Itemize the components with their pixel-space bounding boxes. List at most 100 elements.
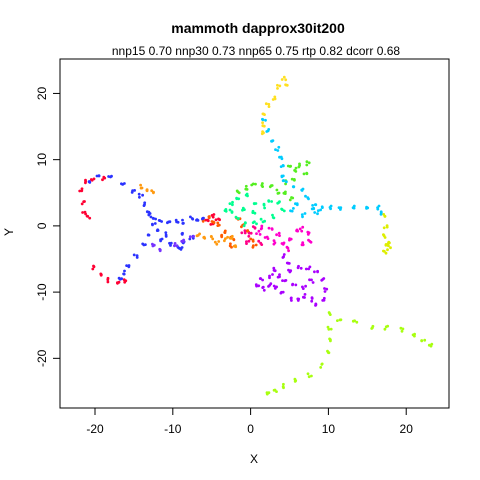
data-point xyxy=(231,211,234,214)
data-point xyxy=(307,268,310,271)
data-point xyxy=(91,179,94,182)
data-point xyxy=(255,244,258,247)
x-axis-title: X xyxy=(250,452,258,466)
data-point xyxy=(81,187,84,190)
data-point xyxy=(284,78,287,81)
data-point xyxy=(260,225,263,228)
data-point xyxy=(386,226,389,229)
data-point xyxy=(229,209,232,212)
x-tick-label: -20 xyxy=(86,422,104,436)
y-tick-label: -10 xyxy=(35,283,49,301)
data-point xyxy=(336,319,339,322)
data-point xyxy=(141,187,144,190)
data-point xyxy=(150,189,153,192)
data-point xyxy=(131,189,134,192)
data-point xyxy=(301,213,304,216)
data-point xyxy=(287,249,290,252)
y-tick-label: 20 xyxy=(35,86,49,100)
data-point xyxy=(247,235,250,238)
data-point xyxy=(245,185,248,188)
data-point xyxy=(91,268,94,271)
data-point xyxy=(305,268,308,271)
x-axis: -20 -10 0 10 20 xyxy=(86,408,413,436)
data-point xyxy=(100,273,103,276)
data-point xyxy=(250,232,253,235)
data-point xyxy=(266,236,269,239)
data-point xyxy=(303,173,306,176)
data-point xyxy=(268,276,271,279)
data-point xyxy=(240,225,243,228)
data-point xyxy=(82,200,85,203)
data-point xyxy=(293,179,296,182)
data-point xyxy=(382,250,385,253)
data-point xyxy=(189,216,192,219)
data-point xyxy=(262,118,265,121)
data-point xyxy=(153,244,156,247)
data-point xyxy=(147,234,150,237)
data-point xyxy=(244,222,247,225)
data-point xyxy=(301,241,304,244)
data-point xyxy=(273,389,276,392)
data-point xyxy=(319,209,322,212)
y-tick-label: 0 xyxy=(35,222,49,229)
data-point xyxy=(260,218,263,221)
data-point xyxy=(304,293,307,296)
data-point xyxy=(321,206,324,209)
series-5 xyxy=(266,311,434,395)
data-point xyxy=(206,219,209,222)
data-point xyxy=(276,87,279,90)
chart-subtitle: nnp15 0.70 nnp30 0.73 nnp65 0.75 rtp 0.8… xyxy=(112,44,401,58)
data-point xyxy=(259,277,262,280)
data-point xyxy=(266,393,269,396)
data-point xyxy=(308,240,311,243)
data-point xyxy=(262,113,265,116)
data-point xyxy=(314,303,317,306)
data-point xyxy=(175,221,178,224)
data-point xyxy=(273,96,276,99)
data-point xyxy=(181,219,184,222)
data-point xyxy=(252,225,255,228)
data-point xyxy=(311,204,314,207)
data-point xyxy=(287,247,290,250)
data-point xyxy=(92,265,95,268)
data-point xyxy=(289,165,292,168)
data-point xyxy=(107,277,110,280)
data-point xyxy=(88,181,91,184)
data-point xyxy=(340,318,343,321)
data-point xyxy=(273,285,276,288)
data-point xyxy=(252,246,255,249)
data-point xyxy=(282,255,285,258)
data-point xyxy=(235,197,238,200)
data-point xyxy=(276,84,279,87)
data-point xyxy=(255,202,258,205)
data-point xyxy=(259,242,262,245)
data-point xyxy=(180,248,183,251)
data-point xyxy=(271,273,274,276)
data-point xyxy=(321,278,324,281)
data-point xyxy=(282,165,285,168)
data-point xyxy=(255,283,258,286)
data-point xyxy=(81,211,84,214)
data-point xyxy=(263,220,266,223)
data-point xyxy=(311,296,314,299)
data-point xyxy=(243,208,246,211)
data-point xyxy=(191,218,194,221)
data-point xyxy=(312,281,315,284)
data-point xyxy=(224,230,227,233)
data-point xyxy=(251,211,254,214)
data-point xyxy=(387,244,390,247)
data-point xyxy=(310,300,313,303)
data-point xyxy=(300,267,303,270)
data-point xyxy=(268,227,271,230)
data-point xyxy=(270,200,273,203)
data-point xyxy=(133,254,136,257)
data-point xyxy=(328,338,331,341)
data-point xyxy=(324,290,327,293)
data-point xyxy=(263,207,266,210)
x-tick-label: 10 xyxy=(322,422,336,436)
data-points xyxy=(78,76,433,396)
data-point xyxy=(180,240,183,243)
data-point xyxy=(278,85,281,88)
data-point xyxy=(274,148,277,151)
